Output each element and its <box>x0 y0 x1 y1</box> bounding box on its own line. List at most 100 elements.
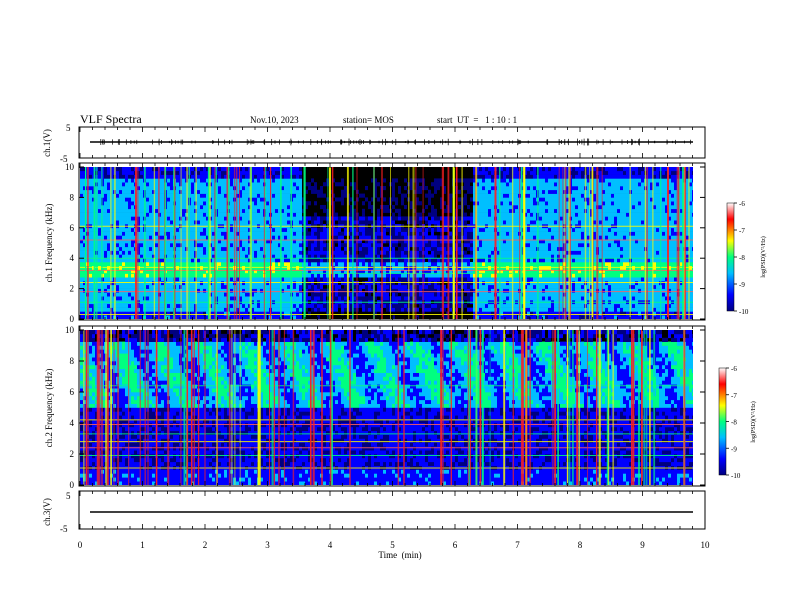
spectrogram-cell <box>491 277 494 282</box>
spectrogram-cell <box>368 296 371 301</box>
spectrogram-cell <box>431 220 434 225</box>
spectrogram-cell <box>488 303 491 308</box>
spectrogram-cell <box>431 246 434 251</box>
spectrogram-cell <box>125 186 128 191</box>
spectrogram-cell <box>260 246 263 251</box>
spectrogram-cell <box>251 227 254 232</box>
spectrogram-cell <box>479 284 482 289</box>
spectrogram-cell <box>80 227 83 232</box>
spectrogram-cell <box>146 246 149 251</box>
spectrogram-cell <box>128 307 131 312</box>
spectrogram-cell <box>317 239 320 244</box>
spectrogram-cell <box>314 231 317 236</box>
spectrogram-cell <box>344 284 347 289</box>
spectrogram-cell <box>470 288 473 293</box>
spectrogram-cell <box>128 231 131 236</box>
spectrogram-cell <box>317 265 320 270</box>
spectrogram-cell <box>434 189 437 194</box>
spectrogram-cell <box>155 281 158 286</box>
spectrogram-cell <box>311 277 314 282</box>
spectrogram-cell <box>296 205 299 210</box>
spectrogram-cell <box>305 239 308 244</box>
spectrogram-cell <box>182 254 185 259</box>
spectrogram-cell <box>125 220 128 225</box>
spectrogram-cell <box>122 231 125 236</box>
spectrogram-cell <box>281 220 284 225</box>
spectrogram-cell <box>320 288 323 293</box>
spectrogram-cell <box>482 205 485 210</box>
spectrogram-cell <box>197 243 200 248</box>
spectrogram-cell <box>131 205 134 210</box>
spectrogram-cell <box>191 197 194 202</box>
spectrogram-cell <box>161 269 164 274</box>
spectrogram-cell <box>314 303 317 308</box>
spectrogram-cell <box>155 216 158 221</box>
spectrogram-cell <box>137 212 140 217</box>
spectrogram-cell <box>152 189 155 194</box>
spectrogram-cell <box>293 189 296 194</box>
spectrogram-cell <box>104 231 107 236</box>
spectrogram-cell <box>434 258 437 263</box>
spectrogram-cell <box>368 277 371 282</box>
spectrogram-cell <box>287 284 290 289</box>
spectrogram-cell <box>260 212 263 217</box>
spectrogram-cell <box>311 220 314 225</box>
spectrogram-cell <box>278 239 281 244</box>
spectrogram-cell <box>488 315 491 319</box>
spectrogram-cell <box>206 292 209 297</box>
spectrogram-cell <box>341 254 344 259</box>
spectrogram-cell <box>218 250 221 255</box>
spectrogram-cell <box>140 250 143 255</box>
spectrogram-cell <box>458 239 461 244</box>
spectrogram-cell <box>221 254 224 259</box>
spectrogram-cell <box>122 303 125 308</box>
spectrogram-cell <box>221 216 224 221</box>
spectrogram-cell <box>293 246 296 251</box>
spectrogram-cell <box>260 273 263 278</box>
spectrogram-cell <box>296 178 299 183</box>
spectrogram-cell <box>428 265 431 270</box>
spectrogram-cell <box>110 212 113 217</box>
spectrogram-cell <box>83 167 86 172</box>
spectrogram-cell <box>344 303 347 308</box>
spectrogram-cell <box>119 292 122 297</box>
spectrogram-cell <box>344 296 347 301</box>
spectrogram-cell <box>200 296 203 301</box>
spectrogram-cell <box>410 284 413 289</box>
spectrogram-cell <box>284 250 287 255</box>
spectrogram-cell <box>467 265 470 270</box>
spectrogram-cell <box>425 307 428 312</box>
spectrogram-cell <box>359 258 362 263</box>
spectrogram-cell <box>464 288 467 293</box>
spectrogram-cell <box>338 243 341 248</box>
spectrogram-cell <box>281 231 284 236</box>
spectrogram-cell <box>338 250 341 255</box>
spectrogram-cell <box>125 315 128 319</box>
spectrogram-cell <box>404 303 407 308</box>
spectrogram-cell <box>218 189 221 194</box>
spectrogram-cell <box>386 296 389 301</box>
spectrogram-cell <box>137 201 140 206</box>
spectrogram-cell <box>149 296 152 301</box>
spectrogram-cell <box>296 170 299 175</box>
spectrogram-cell <box>401 277 404 282</box>
spectrogram-cell <box>470 189 473 194</box>
spectrogram-cell <box>245 288 248 293</box>
spectrogram-cell <box>377 243 380 248</box>
spectrogram-cell <box>440 246 443 251</box>
spectrogram-cell <box>251 265 254 270</box>
spectrogram-cell <box>278 201 281 206</box>
spectrogram-cell <box>212 197 215 202</box>
spectrogram-cell <box>236 220 239 225</box>
spectrogram-cell <box>128 288 131 293</box>
spectrogram-cell <box>371 220 374 225</box>
spectrogram-cell <box>467 186 470 191</box>
spectrogram-cell <box>197 167 200 172</box>
spectrogram-cell <box>116 296 119 301</box>
spectrogram-cell <box>155 235 158 240</box>
spectrogram-cell <box>125 235 128 240</box>
spectrogram-cell <box>296 258 299 263</box>
spectrogram-cell <box>458 231 461 236</box>
spectrogram-cell <box>230 258 233 263</box>
spectrogram-cell <box>401 258 404 263</box>
